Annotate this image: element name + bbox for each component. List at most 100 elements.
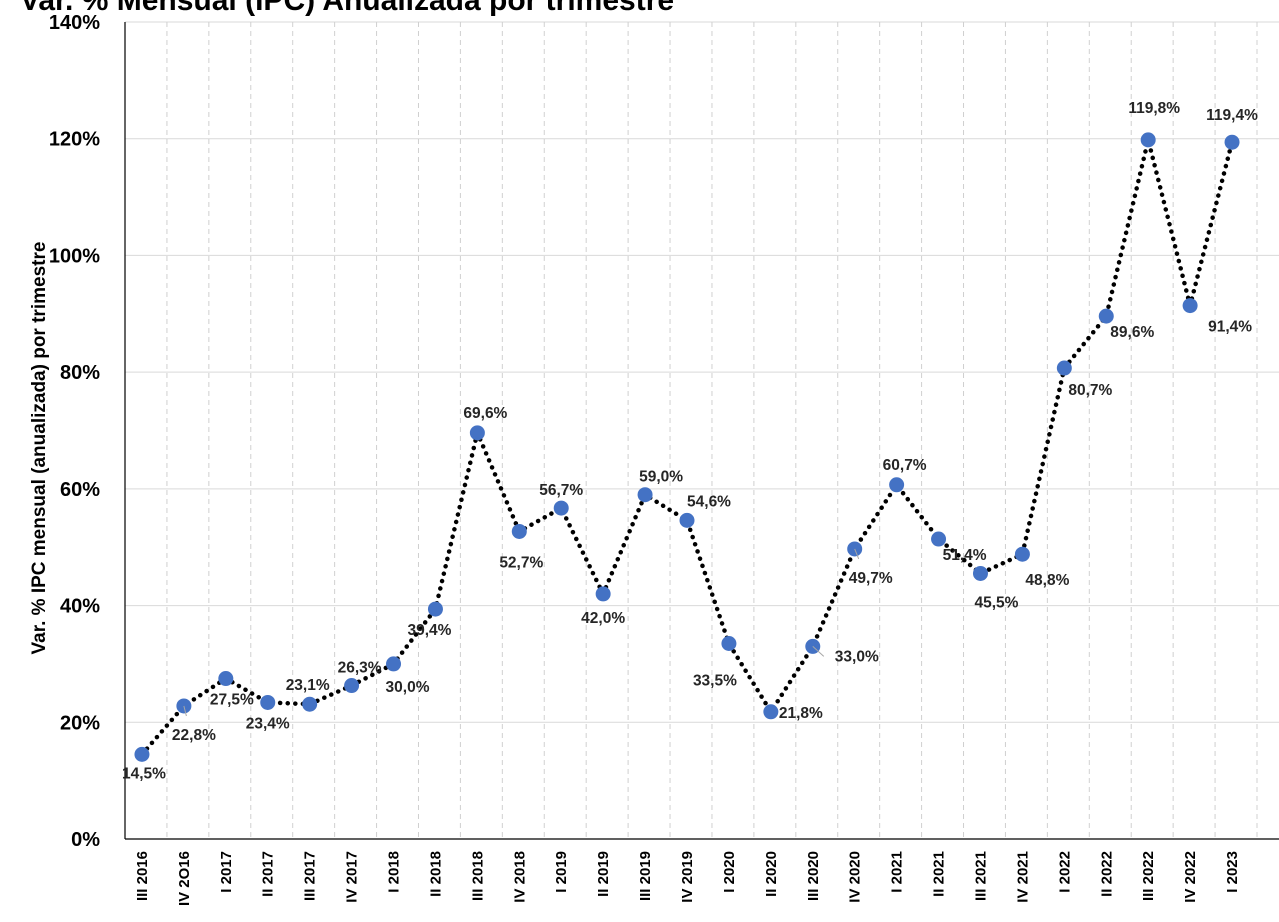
y-tick-label: 80% <box>60 362 100 384</box>
data-label: 51,4% <box>943 547 987 564</box>
y-tick-labels: 0% 20% 40% 60% 80% 100% 120% 140% <box>49 12 100 851</box>
data-point <box>1056 360 1072 376</box>
chart-title: Var. % Mensual (IPC) Anualizada por trim… <box>20 0 674 17</box>
data-point <box>469 425 485 441</box>
x-tick-label: II 2020 <box>763 851 780 897</box>
data-label: 14,5% <box>122 765 166 782</box>
y-tick-label: 40% <box>60 596 100 618</box>
data-label: 45,5% <box>975 594 1019 611</box>
data-point <box>1098 308 1114 324</box>
data-label: 56,7% <box>539 482 583 499</box>
data-point <box>344 678 360 694</box>
x-tick-label: I 2018 <box>386 851 403 893</box>
label-leader-line <box>812 646 825 657</box>
data-label: 26,3% <box>338 660 382 677</box>
label-leader-lines <box>183 548 860 717</box>
data-label: 39,4% <box>407 622 451 639</box>
x-tick-label: IV 2019 <box>679 851 696 903</box>
x-tick-label: IV 2018 <box>511 851 528 903</box>
x-tick-label: I 2017 <box>218 851 235 893</box>
x-tick-label: I 2020 <box>721 851 738 893</box>
data-point <box>553 500 569 516</box>
data-point <box>972 565 988 581</box>
data-label: 23,4% <box>246 715 290 732</box>
data-label: 60,7% <box>883 457 927 474</box>
data-label: 33,5% <box>693 673 737 690</box>
data-label: 48,8% <box>1025 572 1069 589</box>
x-tick-label: I 2021 <box>889 851 906 893</box>
x-tick-label: I 2023 <box>1224 851 1241 893</box>
data-point <box>679 512 695 528</box>
data-label: 27,5% <box>210 692 254 709</box>
x-tick-label: II 2021 <box>931 851 948 897</box>
x-tick-label: III 2019 <box>637 851 654 901</box>
data-label: 30,0% <box>386 679 430 696</box>
label-leader-line <box>183 705 187 717</box>
data-label: 80,7% <box>1068 382 1112 399</box>
x-tick-label: IV 2022 <box>1182 851 1199 903</box>
y-tick-label: 0% <box>71 829 100 851</box>
data-point <box>595 586 611 602</box>
data-point <box>1140 132 1156 148</box>
data-label: 52,7% <box>499 554 543 571</box>
x-tick-label: III 2021 <box>972 851 989 901</box>
data-point <box>218 671 234 687</box>
data-point <box>721 636 737 652</box>
x-tick-label: II 2017 <box>260 851 277 897</box>
data-point <box>1014 546 1030 562</box>
data-label: 33,0% <box>835 648 879 665</box>
gridlines <box>124 21 1279 839</box>
data-point <box>302 696 318 712</box>
data-label: 89,6% <box>1110 324 1154 341</box>
data-labels: 14,5% 22,8% 27,5% 23,4% 23,1% 26,3%30,0% 39,4%… <box>122 100 1258 783</box>
data-label: 69,6% <box>463 405 507 422</box>
x-tick-label: IV 2020 <box>847 851 864 903</box>
data-point <box>134 746 150 762</box>
x-tick-label: III 2017 <box>302 851 319 901</box>
x-tick-label: III 2022 <box>1140 851 1157 901</box>
data-label: 59,0% <box>639 469 683 486</box>
x-tick-label: II 2019 <box>595 851 612 897</box>
data-point <box>1182 298 1198 314</box>
data-point <box>427 601 443 617</box>
data-point <box>931 531 947 547</box>
x-tick-label: II 2022 <box>1098 851 1115 897</box>
x-tick-label: II 2018 <box>427 851 444 897</box>
label-leader-line <box>854 548 860 560</box>
data-label: 49,7% <box>849 570 893 587</box>
y-tick-label: 140% <box>49 12 100 34</box>
data-point <box>889 477 905 493</box>
data-label: 22,8% <box>172 727 216 744</box>
data-point <box>763 704 779 720</box>
x-tick-labels: III 2016 IV 2O16 I 2017 II 2017 III 2017 IV 2… <box>134 851 1241 906</box>
data-point <box>260 694 276 710</box>
data-label: 21,8% <box>779 705 823 722</box>
y-axis-label: Var. % IPC mensual (anualizada) por trim… <box>29 242 50 655</box>
data-label: 91,4% <box>1208 319 1252 336</box>
data-point <box>637 487 653 503</box>
x-tick-label: IV 2021 <box>1014 851 1031 903</box>
axes <box>124 22 1279 840</box>
x-tick-label: III 2016 <box>134 851 151 901</box>
x-tick-label: IV 2017 <box>344 851 361 903</box>
data-label: 42,0% <box>581 610 625 627</box>
data-label: 119,4% <box>1206 107 1258 124</box>
x-tick-label: I 2022 <box>1056 851 1073 893</box>
data-point <box>511 523 527 539</box>
y-tick-label: 120% <box>49 129 100 151</box>
x-tick-label: IV 2O16 <box>176 851 193 906</box>
data-label: 119,8% <box>1128 100 1180 117</box>
x-tick-label: I 2019 <box>553 851 570 893</box>
data-point <box>386 656 402 672</box>
x-tick-label: III 2020 <box>805 851 822 901</box>
data-label: 23,1% <box>286 677 330 694</box>
y-tick-label: 20% <box>60 712 100 734</box>
data-label: 54,6% <box>687 493 731 510</box>
data-points <box>134 132 1240 762</box>
series-line <box>139 139 1235 757</box>
y-tick-label: 60% <box>60 479 100 501</box>
y-tick-label: 100% <box>49 245 100 267</box>
data-point <box>1224 134 1240 150</box>
x-tick-label: III 2018 <box>469 851 486 901</box>
